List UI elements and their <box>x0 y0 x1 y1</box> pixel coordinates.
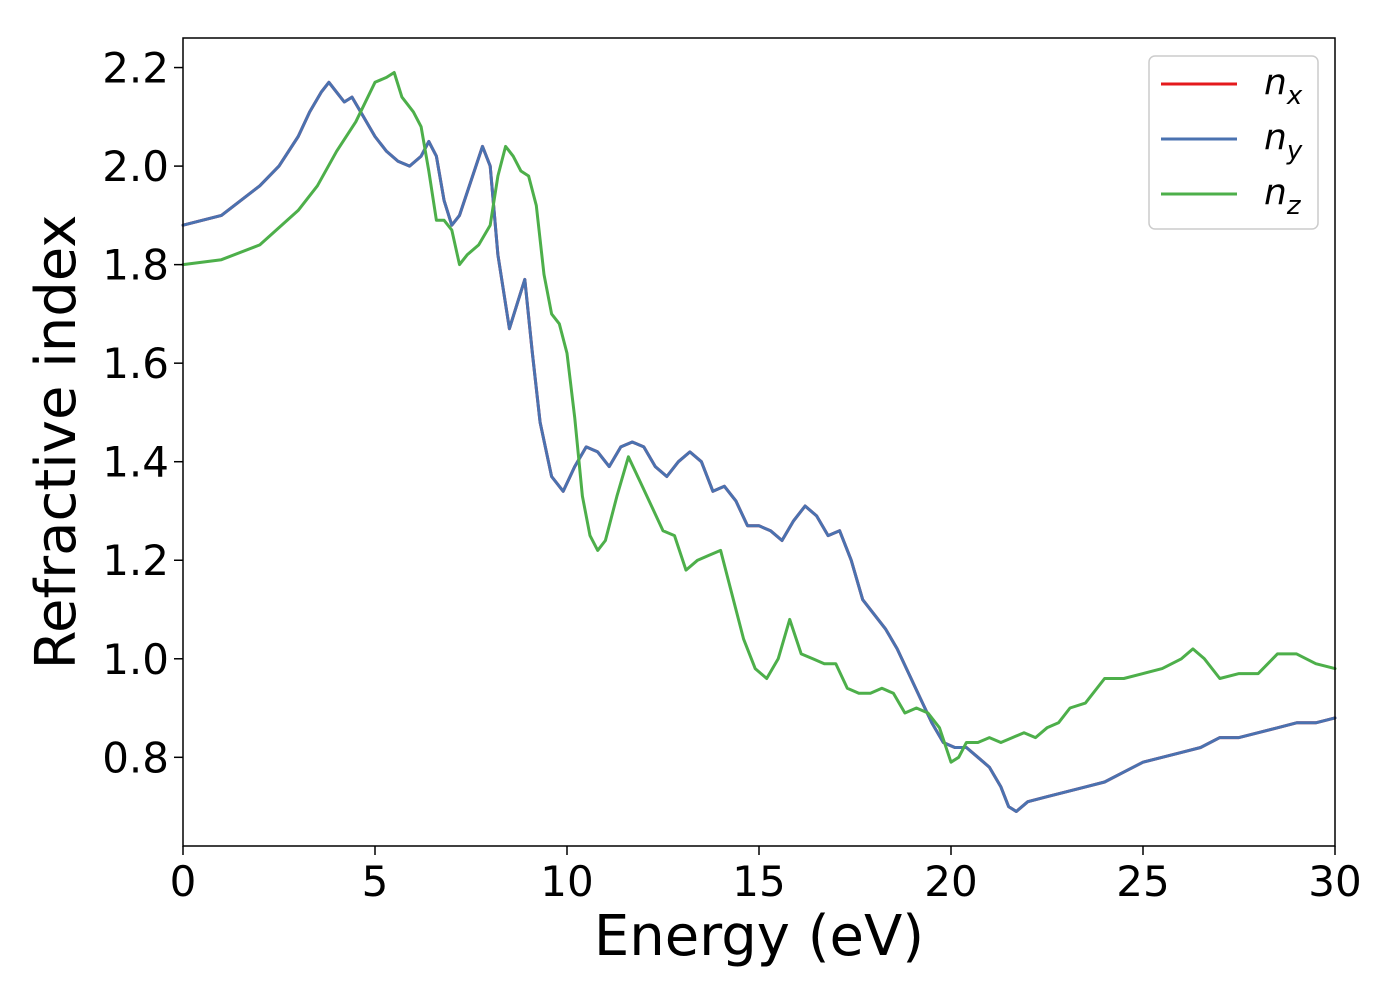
y-tick-label: 1.2 <box>102 536 169 585</box>
y-tick-label: 2.0 <box>102 142 169 191</box>
y-axis-ticks: 0.8 1.0 1.2 1.4 1.6 1.8 2.0 2.2 <box>102 44 183 782</box>
x-tick-label: 5 <box>362 857 389 906</box>
x-tick-label: 30 <box>1308 857 1361 906</box>
y-tick-label: 1.4 <box>102 438 169 487</box>
x-tick-label: 25 <box>1116 857 1169 906</box>
x-tick-label: 10 <box>540 857 593 906</box>
x-tick-label: 0 <box>170 857 197 906</box>
legend-box <box>1148 55 1319 230</box>
x-axis-ticks: 0 5 10 15 20 25 30 <box>170 846 1362 906</box>
series-line-2 <box>181 80 1337 813</box>
y-tick-label: 1.8 <box>102 241 169 290</box>
x-tick-label: 20 <box>924 857 977 906</box>
x-tick-label: 15 <box>732 857 785 906</box>
series-line-3 <box>181 71 1337 764</box>
y-tick-label: 0.8 <box>102 733 169 782</box>
y-tick-label: 1.6 <box>102 339 169 388</box>
x-axis-title: Energy (eV) <box>594 904 924 969</box>
y-tick-label: 1.0 <box>102 635 169 684</box>
y-tick-label: 2.2 <box>102 44 169 93</box>
series-layer <box>181 71 1337 813</box>
y-axis-title: Refractive index <box>24 215 89 670</box>
